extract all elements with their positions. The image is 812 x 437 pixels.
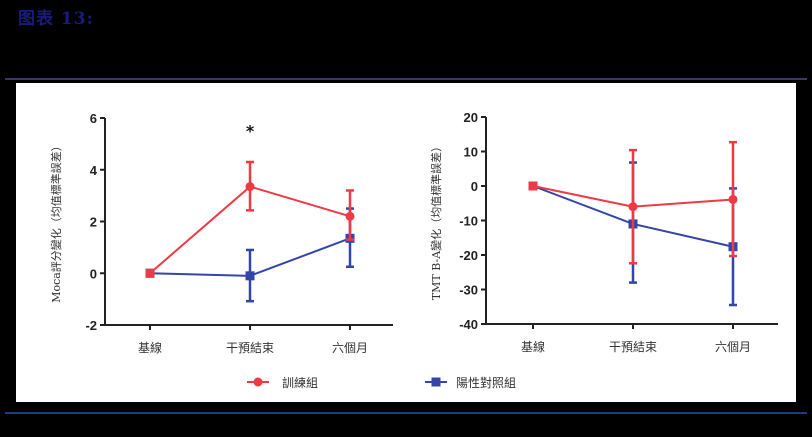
data-point-marker (528, 181, 538, 191)
moca-chart: -2 0 2 4 6 基線 干預結束 六個月 Moca評分變化（均值標準誤差） * (49, 111, 393, 355)
y-tick-label: 0 (471, 179, 478, 194)
tmt-chart: -40 -30 -20 -10 0 10 20 基線 干預結束 六個月 TMT B-A變化（均值標準… (429, 110, 778, 354)
data-point-marker (245, 271, 255, 281)
y-tick-label: -2 (85, 318, 97, 333)
data-point-marker (345, 211, 355, 221)
data-point-marker (628, 202, 638, 212)
y-tick-label: 20 (464, 110, 478, 125)
y-tick-label: -40 (459, 317, 478, 332)
x-category-label: 干預結束 (609, 340, 657, 354)
y-tick-label: 0 (90, 266, 97, 281)
x-category-label: 干預結束 (226, 341, 274, 355)
series-training (528, 140, 738, 265)
legend-item-control: 陽性對照組 (425, 376, 516, 390)
x-category-label: 基線 (138, 340, 162, 355)
y-tick-label: -20 (459, 248, 478, 263)
significance-asterisk: * (246, 121, 255, 140)
y-tick-label: 6 (90, 111, 97, 126)
legend-item-training: 訓練組 (247, 375, 318, 390)
y-axis-label: TMT B-A變化（均值標準誤差） (429, 141, 443, 300)
series-control (145, 207, 355, 303)
y-tick-label: -30 (459, 283, 478, 298)
y-tick-label: 4 (90, 163, 98, 178)
bottom-divider (5, 412, 807, 414)
y-axis-label: Moca評分變化（均值標準誤差） (49, 140, 63, 303)
legend-label: 訓練組 (282, 375, 318, 390)
data-point-marker (145, 268, 155, 278)
legend-label: 陽性對照組 (456, 376, 516, 390)
data-point-marker (728, 194, 738, 204)
y-tick-label: 10 (464, 145, 478, 160)
x-category-label: 六個月 (715, 340, 751, 354)
figure-title: 图表 13: (18, 9, 94, 29)
legend: 訓練組 陽性對照組 (247, 375, 516, 390)
x-category-label: 基線 (521, 339, 545, 354)
top-divider (5, 78, 807, 80)
legend-square-icon (431, 377, 441, 387)
x-category-label: 六個月 (332, 341, 368, 355)
series-training (145, 160, 355, 278)
y-tick-label: -10 (459, 214, 478, 229)
chart-panel (16, 83, 796, 402)
data-point-marker (245, 182, 255, 192)
legend-circle-icon (253, 377, 263, 387)
y-tick-label: 2 (90, 215, 97, 230)
